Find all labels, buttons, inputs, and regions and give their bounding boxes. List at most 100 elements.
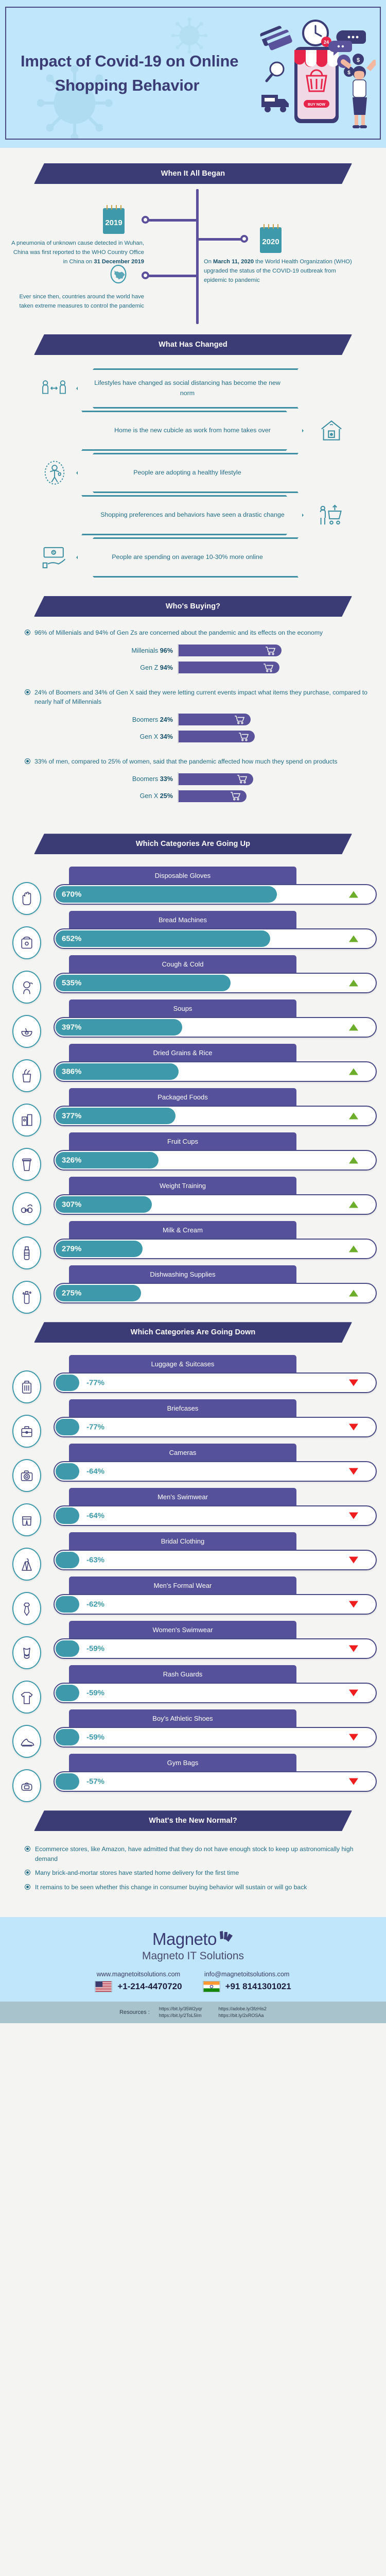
- category-bar-track: -64%: [54, 1505, 377, 1527]
- change-text-chevron: People are adopting a healthy lifestyle: [76, 453, 299, 493]
- contact-us: www.magnetoitsolutions.com +1-214-447072…: [95, 1971, 182, 1993]
- change-text: Lifestyles have changed as social distan…: [94, 379, 280, 397]
- category-bar-track: -57%: [54, 1771, 377, 1792]
- cough-cold-icon: [12, 971, 41, 1004]
- swim-shorts-icon: [12, 1503, 41, 1537]
- category-value: -77%: [86, 1378, 105, 1387]
- phone-in[interactable]: +91 8141301021: [202, 1981, 291, 1993]
- social-distancing-icon: [40, 378, 68, 401]
- bullet-dot-icon: [25, 630, 30, 635]
- category-value: 279%: [62, 1244, 82, 1253]
- category-bar-fill: [56, 1773, 79, 1790]
- arrow-up-icon: [349, 1024, 358, 1031]
- healthy-lifestyle-icon: [42, 460, 67, 488]
- resource-link[interactable]: https://bit.ly/2ToL5Im: [159, 2013, 202, 2019]
- change-text: People are adopting a healthy lifestyle: [133, 469, 241, 477]
- axis-line: [178, 730, 179, 743]
- contact-info: www.magnetoitsolutions.com +1-214-447072…: [0, 1971, 386, 1993]
- resource-link[interactable]: https://adobe.ly/3fzHis2: [218, 2006, 267, 2012]
- category-bar-fill: [56, 1685, 79, 1702]
- cart-bar-label: Millenials 96%: [0, 647, 178, 654]
- category-value: 377%: [62, 1111, 82, 1121]
- change-text-chevron: Lifestyles have changed as social distan…: [76, 368, 299, 409]
- money-hand-icon: $: [41, 546, 69, 572]
- virus-decoration-small: [171, 17, 208, 54]
- resource-link[interactable]: https://bit.ly/35W2yqr: [159, 2006, 202, 2012]
- phone-us[interactable]: +1-214-4470720: [95, 1981, 182, 1993]
- shopper-illustration: [341, 59, 377, 128]
- svg-text:24: 24: [324, 40, 329, 45]
- bullet-item: Many brick-and-mortar stores have starte…: [0, 1868, 386, 1878]
- arrow-up-icon: [349, 1245, 358, 1252]
- category-bar-fill: [56, 1729, 79, 1746]
- cart-bar-row: Boomers 24%: [0, 713, 386, 726]
- timeline-text-bold: 31 December 2019: [94, 259, 144, 265]
- section-banner-what-has-changed: What Has Changed: [34, 334, 352, 355]
- timeline-text-plain: On: [204, 259, 214, 265]
- cart-bar-label: Boomers 33%: [0, 775, 178, 783]
- category-bar-fill: [56, 930, 270, 947]
- bar-label: Boomers: [132, 775, 159, 783]
- rash-guard-icon: [12, 1681, 41, 1714]
- cart-icon: [264, 663, 274, 672]
- bullet-dot-icon: [25, 1846, 30, 1852]
- hero-section: Impact of Covid-19 on Online Shopping Be…: [0, 0, 386, 148]
- cart-bar-row: Boomers 33%: [0, 772, 386, 786]
- cart-bar-fill: [179, 645, 282, 657]
- cart-bar-row: Millenials 96%: [0, 643, 386, 657]
- calendar-year: 2020: [262, 238, 279, 246]
- camera-icon: [12, 1459, 41, 1493]
- arrow-up-icon: [349, 979, 358, 987]
- category-row: Rash Guards -59%: [0, 1664, 386, 1714]
- cart-bar-fill: [179, 790, 247, 802]
- categories-up-chart: Disposable Gloves 670% Bread Machines 652% C…: [0, 854, 386, 1314]
- category-value: 326%: [62, 1156, 82, 1165]
- swimsuit-icon: [12, 1636, 41, 1670]
- category-bar-fill: [56, 1463, 79, 1480]
- cart-bar-label: Gen Z 94%: [0, 664, 178, 671]
- website-link[interactable]: www.magnetoitsolutions.com: [96, 1971, 181, 1978]
- category-bar-track: 326%: [54, 1150, 377, 1171]
- category-row: Bridal Clothing -63%: [0, 1531, 386, 1581]
- weight-training-icon: [12, 1192, 41, 1226]
- cart-bar-label: Boomers 24%: [0, 716, 178, 723]
- bar-value: 33%: [160, 775, 173, 783]
- globe-icon: [109, 264, 128, 286]
- category-bar-track: -77%: [54, 1417, 377, 1438]
- magneto-logo: Magneto: [0, 1929, 386, 1949]
- bullet-item: 24% of Boomers and 34% of Gen X said the…: [0, 688, 386, 707]
- arrow-down-icon: [349, 1468, 358, 1475]
- category-row: Boy's Athletic Shoes -59%: [0, 1708, 386, 1758]
- timeline-text-plain: A pneumonia of unknown cause detected in…: [11, 240, 144, 265]
- timeline-text-tail: the World Health Organization (WHO) upgr…: [204, 259, 352, 284]
- category-bar-track: 670%: [54, 884, 377, 905]
- category-bar-track: -59%: [54, 1727, 377, 1748]
- bullet-item: Ecommerce stores, like Amazon, have admi…: [0, 1844, 386, 1863]
- timeline-text: Ever since then, countries around the wo…: [10, 292, 144, 311]
- section-title: Which Categories Are Going Up: [135, 840, 251, 849]
- category-bar-fill: [56, 1507, 79, 1524]
- axis-line: [178, 643, 179, 657]
- brand-name: Magneto IT Solutions: [142, 1950, 244, 1962]
- suitcase-icon: [12, 1370, 41, 1404]
- bullet-item: 96% of Millenials and 94% of Gen Zs are …: [0, 628, 386, 638]
- resource-link[interactable]: https://bit.ly/2xROSAa: [218, 2013, 264, 2019]
- category-value: 275%: [62, 1289, 82, 1298]
- hero-title-line1: Impact of Covid-19 on Online: [21, 52, 239, 70]
- cart-bar-label: Gen X 34%: [0, 733, 178, 740]
- bullet-text: 33% of men, compared to 25% of women, sa…: [34, 757, 338, 765]
- category-row: Cough & Cold 535%: [0, 954, 386, 1004]
- category-bar-track: 279%: [54, 1239, 377, 1260]
- online-shopping-illustration: 24: [257, 15, 377, 133]
- timeline: 2019 A pneumonia of unknown cause detect…: [0, 184, 386, 327]
- category-bar-track: 275%: [54, 1283, 377, 1304]
- hero-frame: Impact of Covid-19 on Online Shopping Be…: [5, 7, 381, 140]
- section-banner-categories-down: Which Categories Are Going Down: [34, 1322, 352, 1343]
- footer: Magneto Magneto IT Solutions www.magneto…: [0, 1917, 386, 2002]
- section-banner-categories-up: Which Categories Are Going Up: [34, 834, 352, 855]
- hero-title-line2: Shopping Behavior: [55, 76, 200, 95]
- bullet-text: 96% of Millenials and 94% of Gen Zs are …: [34, 629, 323, 636]
- categories-down-chart: Luggage & Suitcases -77% Briefcases -77% Cam…: [0, 1343, 386, 1803]
- email-link[interactable]: info@magnetoitsolutions.com: [204, 1971, 290, 1978]
- change-text: Home is the new cubicle as work from hom…: [114, 427, 271, 434]
